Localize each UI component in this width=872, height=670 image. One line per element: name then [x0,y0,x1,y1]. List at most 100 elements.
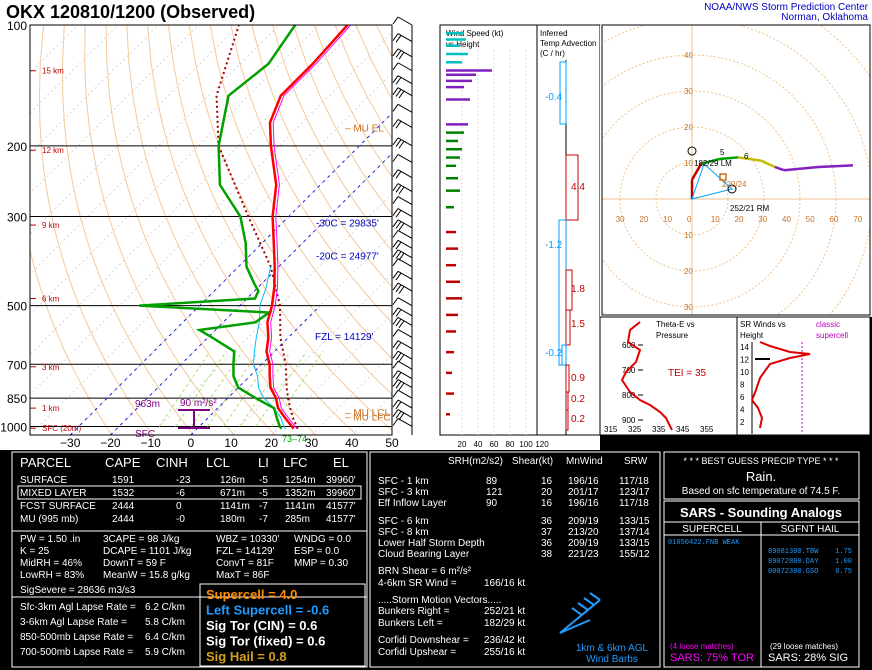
hodograph: 9080706050403020101020304050607080904030… [602,25,870,315]
hodo-trace-segment [818,164,854,169]
kinematic-cell: 123/17 [619,487,650,498]
wind-barb [392,270,413,281]
dry-adiabat [126,25,317,435]
tempadv-subtitle: Temp Advection [540,39,596,48]
advection-bar [565,154,579,221]
dry-adiabat [272,25,392,252]
height-label: 9 km [42,221,60,230]
tempadv-title: Inferred [540,29,568,38]
height-label: SFC (20m) [42,424,81,433]
kinematic-cell: 133/15 [619,516,650,527]
motion-value: 255/16 kt [484,647,525,658]
kinematic-table: SRH(m2/s2) Shear(kt) MnWind SRW SFC - 1 km 89… [378,456,650,665]
wind-barb [392,389,413,399]
index-cell: DCAPE = 1101 J/kg [103,546,191,557]
kinematic-cell: 121 [486,487,503,498]
hodo-trace-segment [719,156,739,161]
parcel-cell: -5 [259,488,268,499]
hodo-ring-label: 20 [684,267,693,276]
kinematic-cell: 20 [541,487,553,498]
wind-barb [392,219,413,231]
hodo-srh-wedge [691,163,734,200]
hodo-x-label: 20 [639,215,648,224]
isotherm [30,32,392,396]
pressure-tick-label: 100 [7,19,27,33]
parcel-cell: -0 [176,514,185,525]
hodo-x-label: 10 [711,215,720,224]
wind-barb [392,297,413,307]
sars-hail-size: 1.75 [835,548,852,556]
height-label: 12 km [42,146,64,155]
lower-bg [0,450,872,670]
sars-hail-size: 1.00 [835,558,852,566]
sr-winds-y-label: 14 [740,343,749,352]
isotherm [110,152,392,435]
parcel-cell: 2444 [112,501,135,512]
advection-value: 0.2 [571,414,585,425]
dry-adiabat [61,25,194,435]
kinematic-cell: 133/15 [619,538,650,549]
index-cell: MeanW = 15.8 g/kg [103,570,190,581]
advection-value: 1.8 [571,284,585,295]
windspeed-tick: 120 [535,440,549,449]
wind-barb [392,409,413,421]
wind-barb [392,249,413,261]
skewt-annotation: -20C = 24977' [316,251,379,262]
hodo-x-label: 70 [853,215,862,224]
temp-tick-label: −20 [100,436,121,450]
hodo-x-label: 30 [758,215,767,224]
kinematic-cell: SFC - 1 km [378,476,429,487]
skewt-annotation: -30C = 29835' [316,218,379,229]
wind-barb [392,399,413,410]
height-label: 15 km [42,67,64,76]
wind-barb [392,360,413,370]
wind-barb [392,16,413,26]
sr-winds-chart: 14 12 10 8 6 4 2 [740,341,811,434]
theta-e-chart: 600 700 800 900 315 325 335 345 355 [604,321,714,434]
dry-adiabat [292,25,392,215]
theta-e-y-label: 600 [622,341,636,350]
wind-barb [392,33,413,43]
parcel-cell: 1591 [112,475,135,486]
motion-value: 236/42 kt [484,635,525,646]
temperature-line [265,25,349,430]
station-title: OKX 120810/1200 (Observed) [6,2,255,22]
credit-line-1: NOAA/NWS Storm Prediction Center [704,2,869,13]
theta-e-subtitle: Pressure [656,331,689,340]
kinematic-header-cell: SRH(m2/s2) [448,456,503,467]
parcel-cell: MIXED LAYER [20,488,87,499]
parcel-cell: SURFACE [20,475,68,486]
pressure-tick-label: 500 [7,300,27,314]
height-label: 3 km [42,363,60,372]
storm-motion-title: .....Storm Motion Vectors..... [378,595,501,606]
sars-supercell-header: SUPERCELL [682,524,742,535]
advection-bar [561,344,567,366]
dry-adiabat [230,25,392,324]
advection-value: 0.9 [571,373,585,384]
dry-adiabat [209,25,392,360]
hodo-trace-segment [783,165,819,172]
kinematic-cell: 90 [486,498,498,509]
lapse-rate-value: 5.8 C/km [145,617,185,628]
right-mover-marker [727,184,737,194]
isotherm-highlight [69,112,392,435]
lapse-rate-value: 6.2 C/km [145,602,185,613]
sr-winds-y-label: 6 [740,393,745,402]
temp-tick-label: −30 [60,436,81,450]
pressure-tick-label: 700 [7,358,27,372]
precip-value: Rain. [746,469,776,484]
parcel-header-cell: LI [258,455,269,470]
sars-hail-id: 00072300.GSO [768,568,818,576]
kinematic-header-cell: Shear(kt) [512,456,553,467]
kinematic-cell: Lower Half Storm Depth [378,538,485,549]
pressure-tick-label: 300 [7,211,27,225]
dry-adiabat [251,25,392,288]
theta-e-y-label: 800 [622,391,636,400]
sr-winds-y-label: 4 [740,406,745,415]
sr-winds-y-label: 12 [740,356,749,365]
parcel-cell: 39960' [326,488,356,499]
wind-barb [392,239,413,250]
motion-value: 252/21 kt [484,606,525,617]
kinematic-cell: 196/16 [568,476,599,487]
pressure-tick-label: 1000 [0,420,27,434]
